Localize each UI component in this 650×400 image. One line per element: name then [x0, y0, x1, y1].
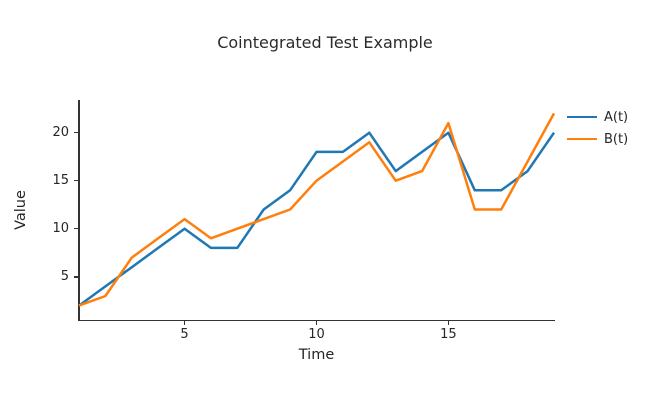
series-line-at	[78, 131, 556, 307]
legend-item: B(t)	[567, 128, 628, 150]
y-tick	[73, 227, 78, 230]
legend-item: A(t)	[567, 106, 628, 128]
legend-swatch	[567, 138, 597, 140]
plot-svg	[78, 112, 556, 307]
x-tick	[447, 321, 450, 325]
x-axis-label: Time	[298, 347, 335, 363]
legend: A(t) B(t)	[567, 106, 628, 150]
y-tick-label: 5	[60, 268, 69, 284]
series-line-bt	[78, 112, 556, 307]
y-tick	[73, 179, 78, 182]
x-tick	[315, 321, 318, 325]
x-tick-label: 10	[308, 327, 325, 342]
chart-title: Cointegrated Test Example	[217, 33, 433, 52]
y-axis-spine	[78, 100, 80, 321]
y-tick-label: 15	[52, 172, 69, 188]
y-tick	[73, 131, 78, 134]
y-tick-label: 20	[52, 124, 69, 140]
legend-label: A(t)	[604, 109, 629, 125]
x-axis-spine	[78, 319, 555, 321]
x-tick-label: 15	[440, 327, 457, 342]
y-tick	[73, 276, 78, 278]
y-tick-label: 10	[52, 220, 69, 236]
plot-area: 5 10 15 5 10 15 20	[52, 100, 556, 342]
x-tick	[183, 321, 186, 325]
legend-swatch	[567, 116, 597, 118]
x-tick-label: 5	[180, 327, 189, 342]
legend-label: B(t)	[604, 131, 629, 147]
y-axis-label: Value	[13, 190, 29, 230]
